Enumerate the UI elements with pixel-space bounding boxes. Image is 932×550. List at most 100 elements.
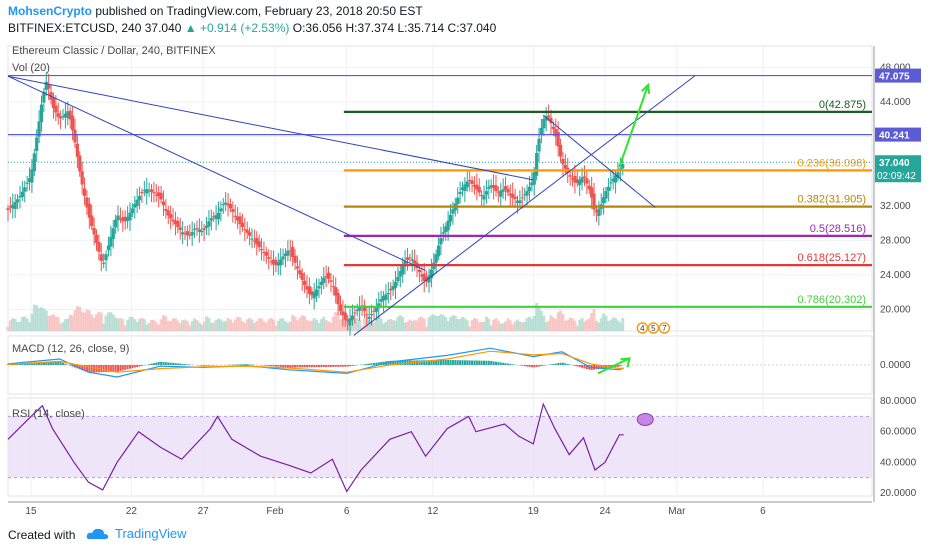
candle-body <box>228 203 233 209</box>
volume-bar <box>475 318 479 331</box>
candle-body <box>542 118 546 129</box>
volume-bar <box>530 318 534 331</box>
volume-bar <box>128 317 132 331</box>
candle-body <box>145 189 149 194</box>
volume-bar <box>126 319 130 331</box>
candle-body <box>118 218 123 220</box>
volume-bar <box>482 321 486 331</box>
volume-bar <box>573 320 577 331</box>
candle-body <box>393 281 398 288</box>
volume-bar <box>554 318 558 331</box>
price-tick-label: 48.000 <box>880 63 911 74</box>
candle-body <box>39 104 44 123</box>
candle-body <box>408 257 412 259</box>
tradingview-brand: TradingView <box>115 526 187 541</box>
author-link[interactable]: MohsenCrypto <box>8 4 92 18</box>
candle-body <box>250 238 254 240</box>
volume-bar <box>585 319 589 331</box>
price-tag <box>875 68 921 83</box>
volume-bar <box>16 322 20 331</box>
candle-body <box>78 155 82 172</box>
candle-body <box>102 262 106 264</box>
volume-bar <box>535 302 539 331</box>
candle-body <box>444 226 448 233</box>
candle-body <box>381 295 386 301</box>
volume-bar <box>298 317 302 331</box>
candle-body <box>147 190 151 192</box>
candle-body <box>283 253 288 256</box>
candle-body <box>80 171 84 185</box>
macd-pane[interactable] <box>7 347 872 378</box>
candle-body <box>25 182 29 184</box>
candle-body <box>501 189 505 192</box>
volume-bar <box>307 321 311 331</box>
candle-body <box>114 219 118 228</box>
volume-bar <box>87 310 91 331</box>
volume-bar <box>13 319 17 331</box>
candle-body <box>185 231 190 236</box>
countdown-label: 02:09:42 <box>877 171 916 182</box>
candle-body <box>535 152 539 176</box>
chart-canvas[interactable]: 0(42.875) 0.236(36.098) 0.382(31.905) 0.5(2… <box>0 38 932 522</box>
volume-bar <box>221 321 225 331</box>
volume-bar <box>25 318 29 331</box>
volume-bar <box>367 320 371 331</box>
candle-body <box>468 180 472 182</box>
volume-bar <box>205 316 209 331</box>
candle-body <box>20 191 24 197</box>
volume-bar <box>334 312 338 331</box>
tradingview-logo[interactable]: TradingView <box>86 526 187 541</box>
volume-bar <box>142 319 146 331</box>
candle-body <box>384 294 388 300</box>
arrow-head <box>641 82 651 94</box>
volume-bar <box>226 318 230 331</box>
candle-body <box>314 289 319 296</box>
volume-bar <box>39 307 43 331</box>
candle-body <box>530 182 534 186</box>
time-tick-label: 6 <box>344 506 350 517</box>
volume-bar <box>432 314 436 331</box>
volume-bar <box>116 318 120 331</box>
volume-bar <box>609 319 613 331</box>
price-tag <box>875 127 921 142</box>
fib-level-label: 0(42.875) <box>819 99 866 111</box>
candle-body <box>70 115 75 131</box>
candle-body <box>420 274 424 277</box>
volume-bar <box>477 322 481 331</box>
time-tick-label: 15 <box>25 506 37 517</box>
volume-bar <box>300 315 304 331</box>
rsi-pane[interactable] <box>7 402 872 493</box>
candle-body <box>331 286 335 288</box>
volume-bar <box>508 320 512 331</box>
candle-body <box>271 259 276 265</box>
candle-body <box>525 191 529 196</box>
volume-bar <box>176 320 180 331</box>
candle-body <box>159 192 163 200</box>
volume-bar <box>200 324 204 331</box>
candle-body <box>590 187 594 198</box>
candle-body <box>295 266 300 269</box>
volume-bar <box>20 317 24 331</box>
volume-bar <box>327 321 331 331</box>
volume-bar <box>185 320 189 331</box>
volume-bar <box>480 321 484 331</box>
candle-body <box>355 309 359 312</box>
candle-body <box>413 260 417 264</box>
candle-body <box>448 214 453 222</box>
volume-bar <box>37 308 41 331</box>
volume-bar <box>501 323 505 331</box>
volume-bar <box>604 315 608 331</box>
volume-bar <box>580 318 584 331</box>
volume-bar <box>202 321 206 331</box>
volume-bar <box>169 321 173 331</box>
candle-body <box>477 186 481 193</box>
candle-body <box>439 238 443 245</box>
volume-bar <box>95 314 99 331</box>
rsi-line <box>7 402 624 493</box>
volume-bar <box>310 320 314 331</box>
volume-bar <box>516 319 520 331</box>
candle-body <box>171 219 175 222</box>
fib-level-label: 0.5(28.516) <box>810 223 866 235</box>
volume-bar <box>66 318 70 331</box>
price-pane[interactable]: 0(42.875) 0.236(36.098) 0.382(31.905) 0.5(2… <box>6 72 872 336</box>
